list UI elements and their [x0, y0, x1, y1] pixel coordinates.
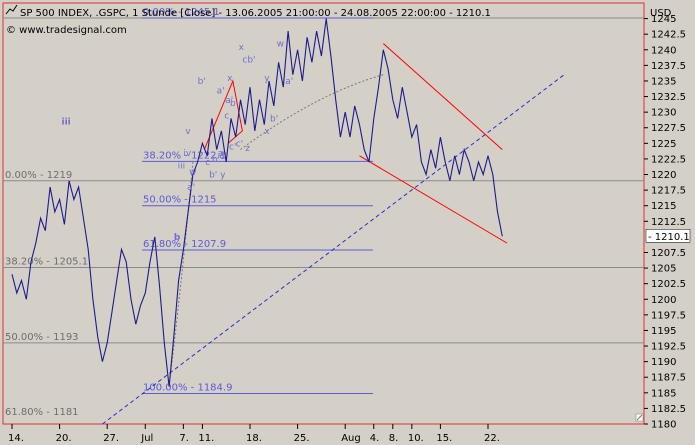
- wave-label: b': [198, 77, 206, 87]
- wave-label: c: [224, 111, 229, 121]
- y-tick-label: 1237.5: [651, 61, 686, 72]
- y-tick-label: 1242.5: [651, 30, 686, 41]
- wave-label: b': [212, 155, 220, 165]
- dotted-connector: [168, 161, 194, 387]
- x-tick-label: 18.: [246, 433, 262, 444]
- wave-label: x: [239, 43, 245, 53]
- wave-label: c': [229, 143, 236, 153]
- last-value-label: - 1210.1: [648, 232, 690, 243]
- y-tick-label: 1235: [651, 76, 676, 87]
- y-tick-label: 1197.5: [651, 310, 686, 321]
- channel-line-upper: [382, 43, 503, 150]
- y-tick-label: 1205: [651, 264, 676, 275]
- wave-label: y: [264, 74, 270, 84]
- wave-label: b: [174, 233, 181, 243]
- x-tick-label: 10.: [408, 433, 424, 444]
- wave-label: w: [277, 40, 284, 50]
- y-tick-label: 1217.5: [651, 186, 686, 197]
- y-tick-label: 1245: [651, 14, 676, 25]
- fib-mid-label: 38.20% - 1222.1: [143, 150, 226, 161]
- wave-label: x: [264, 127, 270, 137]
- wave-label: a': [285, 77, 293, 87]
- chart-title: SP 500 INDEX, .GSPC, 1 Stunde [Close] - …: [20, 8, 491, 19]
- y-tick-label: 1232.5: [651, 92, 686, 103]
- resize-grip-icon[interactable]: [635, 413, 644, 422]
- y-tick-label: 1180: [651, 420, 676, 431]
- fib-mid-label: 100.00% - 1184.9: [143, 382, 232, 393]
- y-tick-label: 1240: [651, 45, 676, 56]
- wave-label: b: [230, 99, 236, 109]
- watermark: © www.tradesignal.com: [6, 25, 127, 36]
- wave-label: c': [236, 139, 243, 149]
- x-tick-label: 27.: [103, 433, 119, 444]
- y-tick-label: 1207.5: [651, 248, 686, 259]
- x-tick-label: 22.: [484, 433, 500, 444]
- currency-label: USD: [650, 8, 672, 19]
- x-tick-label: 25.: [294, 433, 310, 444]
- plot-area: [2, 2, 645, 425]
- wave-label: a': [187, 183, 195, 193]
- wave-label: a': [225, 96, 233, 106]
- wave-label: w: [189, 168, 196, 178]
- x-tick-label: Aug: [341, 433, 361, 444]
- wave-label: b' y: [209, 171, 226, 181]
- y-tick-label: 1220: [651, 170, 676, 181]
- x-tick-label: 7.: [179, 433, 189, 444]
- wave-label: iii: [62, 118, 71, 128]
- fib-left-label: 38.20% - 1205.1: [5, 256, 88, 267]
- x-tick-label: 20.: [56, 433, 72, 444]
- wave-label: c: [205, 158, 210, 168]
- fib-left-label: 61.80% - 1181: [5, 407, 79, 418]
- y-tick-label: 1185: [651, 388, 676, 399]
- y-tick-label: 1195: [651, 326, 676, 337]
- wave-label: b': [270, 115, 278, 125]
- fib-left-label: 50.00% - 1193: [5, 332, 79, 343]
- x-tick-label: 8.: [389, 433, 399, 444]
- trend-line: [102, 74, 565, 425]
- y-tick-label: 1202.5: [651, 279, 686, 290]
- y-tick-label: 1190: [651, 357, 676, 368]
- y-tick-label: 1200: [651, 295, 676, 306]
- y-tick-label: 1182.5: [651, 404, 686, 415]
- wave-label: c': [220, 152, 227, 162]
- wave-label: iv: [183, 149, 192, 159]
- dotted-connector: [240, 74, 384, 150]
- y-tick-label: 1230: [651, 108, 676, 119]
- y-tick-label: 1212.5: [651, 217, 686, 228]
- x-tick-label: 11.: [198, 433, 214, 444]
- wave-label: a: [218, 149, 224, 159]
- x-tick-label: 4.: [370, 433, 380, 444]
- y-tick-label: 1187.5: [651, 373, 686, 384]
- fib-mid-label: 0.00% - 1245.1: [143, 7, 220, 18]
- wave-label: cb': [242, 55, 255, 65]
- y-tick-label: 1227.5: [651, 123, 686, 134]
- channel-line-lower: [359, 155, 508, 244]
- x-tick-label: Jul: [140, 433, 153, 444]
- y-tick-label: 1225: [651, 139, 676, 150]
- x-tick-label: 15.: [436, 433, 452, 444]
- wave-label: v: [185, 127, 191, 137]
- wave-label: iii: [178, 161, 186, 171]
- fib-left-label: 0.00% - 1219: [5, 170, 72, 181]
- wave-label: a': [217, 86, 225, 96]
- y-tick-label: 1215: [651, 201, 676, 212]
- x-tick-label: 14.: [8, 433, 24, 444]
- y-tick-label: 1192.5: [651, 342, 686, 353]
- price-series: [11, 18, 503, 387]
- y-tick-label: 1222.5: [651, 154, 686, 165]
- last-value-box: [645, 229, 691, 243]
- wave-label: z: [245, 144, 250, 154]
- fib-mid-label: 50.00% - 1215: [143, 195, 217, 206]
- line-tool-icon: [5, 4, 18, 15]
- wave-label: x: [227, 74, 233, 84]
